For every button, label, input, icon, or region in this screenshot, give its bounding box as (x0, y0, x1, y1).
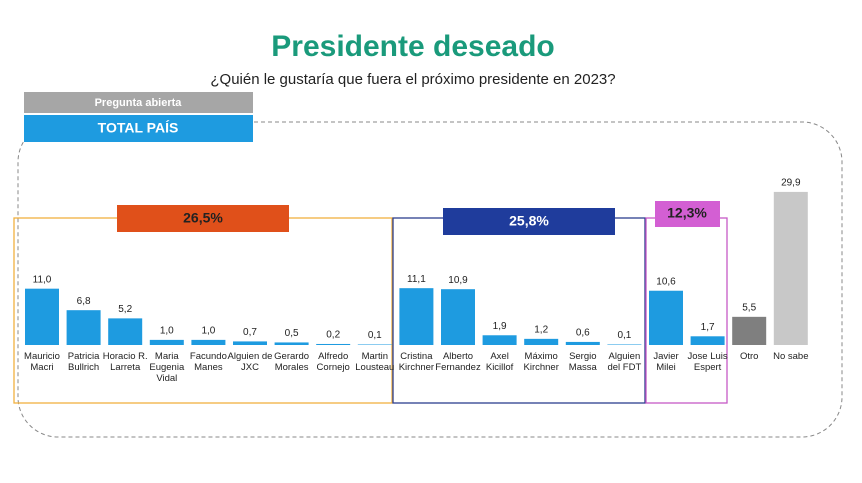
bar (399, 288, 434, 345)
category-label: Alguien de JXC (227, 351, 273, 373)
group-label: 26,5% (183, 210, 223, 226)
value-label: 0,5 (285, 328, 299, 339)
question-type: Pregunta abierta (95, 97, 183, 109)
group-label-box (655, 201, 720, 227)
scope-box (24, 115, 253, 142)
category-label: Alberto Fernandez (435, 351, 481, 373)
value-label: 1,9 (493, 321, 507, 332)
bar (649, 290, 683, 345)
bar (524, 338, 559, 345)
bar (482, 335, 517, 345)
bar (607, 344, 642, 345)
bar (274, 342, 309, 345)
value-label: 0,2 (326, 330, 340, 341)
bar (149, 339, 184, 345)
category-label: Jose Luis Espert (687, 351, 728, 373)
value-label: 10,9 (448, 275, 468, 286)
chart-subtitle: ¿Quién le gustaría que fuera el próximo … (210, 71, 615, 88)
group-label: 12,3% (667, 205, 707, 221)
category-label: No sabe (773, 351, 809, 362)
value-label: 0,6 (576, 328, 590, 339)
category-label: Alfredo Cornejo (316, 351, 350, 373)
category-label: Axel Kicillof (485, 351, 514, 373)
category-label: Gerardo Morales (274, 351, 310, 373)
category-label: Facundo Manes (189, 351, 227, 373)
bar (233, 341, 267, 345)
category-label: Horacio R. Larreta (102, 351, 148, 373)
chart-title: Presidente deseado (271, 30, 554, 63)
value-label: 0,1 (617, 330, 631, 341)
category-label: Javier Milei (653, 351, 679, 373)
frame (17, 121, 843, 438)
bar (441, 289, 475, 345)
bar (316, 343, 351, 345)
value-label: 1,7 (701, 322, 715, 333)
value-label: 6,8 (77, 296, 91, 307)
group-label-box (443, 208, 615, 235)
bar (191, 339, 226, 345)
question-box (24, 92, 253, 113)
scope: TOTAL PAÍS (98, 120, 179, 136)
category-label: Máximo Kirchner (523, 351, 559, 373)
value-label: 0,1 (368, 330, 382, 341)
value-label: 11,0 (33, 274, 52, 285)
group-label-box (117, 205, 289, 232)
category-label: Mauricio Macri (24, 351, 60, 373)
bar (732, 316, 767, 345)
value-label: 29,9 (781, 178, 801, 189)
group-label: 25,8% (509, 213, 549, 229)
value-label: 11,1 (407, 274, 426, 285)
category-label: Alguien del FDT (607, 351, 642, 373)
bar (108, 318, 143, 345)
value-label: 1,0 (160, 326, 174, 337)
value-label: 1,2 (534, 324, 548, 335)
bar (66, 310, 101, 345)
value-label: 5,5 (742, 302, 756, 313)
bar (773, 191, 808, 345)
bar (690, 336, 725, 345)
bar (357, 344, 392, 345)
category-label: Patricia Bullrich (67, 351, 100, 373)
category-label: Martin Lousteau (355, 351, 395, 373)
category-label: Sergio Massa (568, 351, 597, 373)
category-label: Maria Eugenia Vidal (149, 351, 185, 384)
value-label: 5,2 (118, 304, 132, 315)
category-label: Otro (739, 351, 759, 362)
value-label: 0,7 (243, 327, 257, 338)
value-label: 1,0 (201, 326, 215, 337)
bar (565, 341, 600, 345)
bar (25, 288, 59, 345)
category-label: Cristina Kirchner (398, 351, 435, 373)
value-label: 10,6 (656, 276, 676, 287)
